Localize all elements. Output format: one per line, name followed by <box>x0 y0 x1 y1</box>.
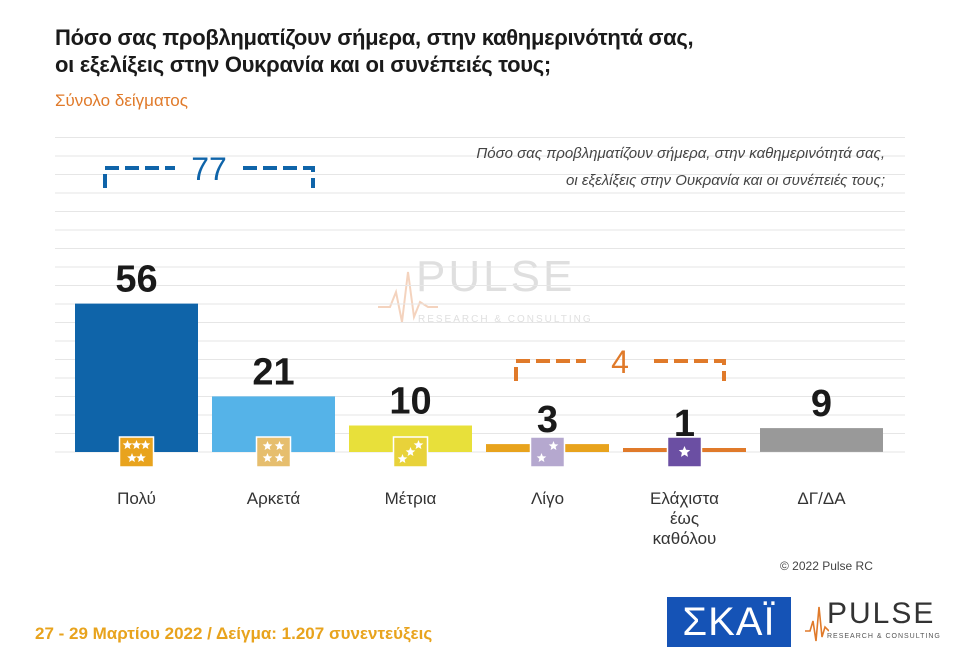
data-label: 9 <box>811 383 832 425</box>
bar <box>760 428 883 452</box>
star-icon <box>136 453 146 462</box>
rating-icon <box>666 436 703 468</box>
question-text: Πόσο σας προβληματίζουν σήμερα, στην καθ… <box>325 140 885 194</box>
pulse-watermark: PULSE RESEARCH & CONSULTING <box>378 252 598 332</box>
chart-subtitle: Σύνολο δείγματος <box>55 91 188 110</box>
question-line2: οι εξελίξεις στην Ουκρανία και οι συνέπε… <box>566 172 885 189</box>
watermark-word: PULSE <box>416 252 576 301</box>
star-icon <box>405 447 416 456</box>
rating-icon <box>255 436 292 468</box>
star-icon <box>274 441 285 450</box>
category-label: ΔΓ/ΔΑ <box>797 489 846 508</box>
data-label: 56 <box>115 259 157 301</box>
star-icon <box>127 453 137 462</box>
category-label: Πολύ <box>117 489 156 508</box>
data-label: 1 <box>674 403 695 445</box>
chart-title-line1: Πόσο σας προβληματίζουν σήμερα, στην καθ… <box>55 25 694 50</box>
pulse-wave-icon <box>378 271 438 323</box>
data-label: 10 <box>389 381 431 423</box>
category-label: Ελάχιστα <box>650 489 719 508</box>
star-icon <box>122 440 133 449</box>
star-icon <box>140 440 151 449</box>
star-icon <box>262 453 273 462</box>
watermark-sub: RESEARCH & CONSULTING <box>418 314 593 325</box>
star-icon <box>131 440 142 449</box>
chart-title-line2: οι εξελίξεις στην Ουκρανία και οι συνέπε… <box>55 52 551 77</box>
star-icon <box>678 446 691 457</box>
category-label: Μέτρια <box>385 489 437 508</box>
bracket-left <box>514 359 586 381</box>
star-icon <box>262 441 273 450</box>
bracket-right <box>654 359 726 381</box>
question-line1: Πόσο σας προβληματίζουν σήμερα, στην καθ… <box>476 145 885 162</box>
star-icon <box>548 441 559 450</box>
pulse-logo: PULSE RESEARCH & CONSULTING <box>805 597 945 649</box>
data-label: 21 <box>252 351 294 393</box>
category-label: καθόλου <box>653 529 717 548</box>
category-label: Αρκετά <box>247 489 301 508</box>
data-label: 3 <box>537 399 558 441</box>
chart-title: Πόσο σας προβληματίζουν σήμερα, στην καθ… <box>55 24 775 78</box>
pulse-logo-wave-icon <box>805 606 829 642</box>
star-icon <box>397 454 408 463</box>
bracket-label: 4 <box>611 344 629 380</box>
category-label: Λίγο <box>531 489 564 508</box>
bar-chart: 56 Πολύ 21 Αρκετά 10 Μέτρια 3 Λίγο 1 Ελάχισταέωςκ… <box>55 137 905 548</box>
survey-footer: 27 - 29 Μαρτίου 2022 / Δείγμα: 1.207 συν… <box>35 624 433 643</box>
bracket-label: 77 <box>191 151 227 187</box>
star-icon <box>274 453 285 462</box>
bar <box>75 303 198 452</box>
bracket-right <box>243 166 315 188</box>
category-label: έως <box>670 509 699 528</box>
copyright: © 2022 Pulse RC <box>780 559 873 573</box>
pulse-logo-word: PULSE <box>827 597 936 630</box>
pulse-logo-sub: RESEARCH & CONSULTING <box>827 633 941 640</box>
bracket-left <box>103 166 175 188</box>
star-icon <box>536 453 547 462</box>
star-icon <box>413 440 424 449</box>
skai-logo: ΣΚΑΪ <box>667 597 791 647</box>
rating-icon <box>529 436 566 468</box>
